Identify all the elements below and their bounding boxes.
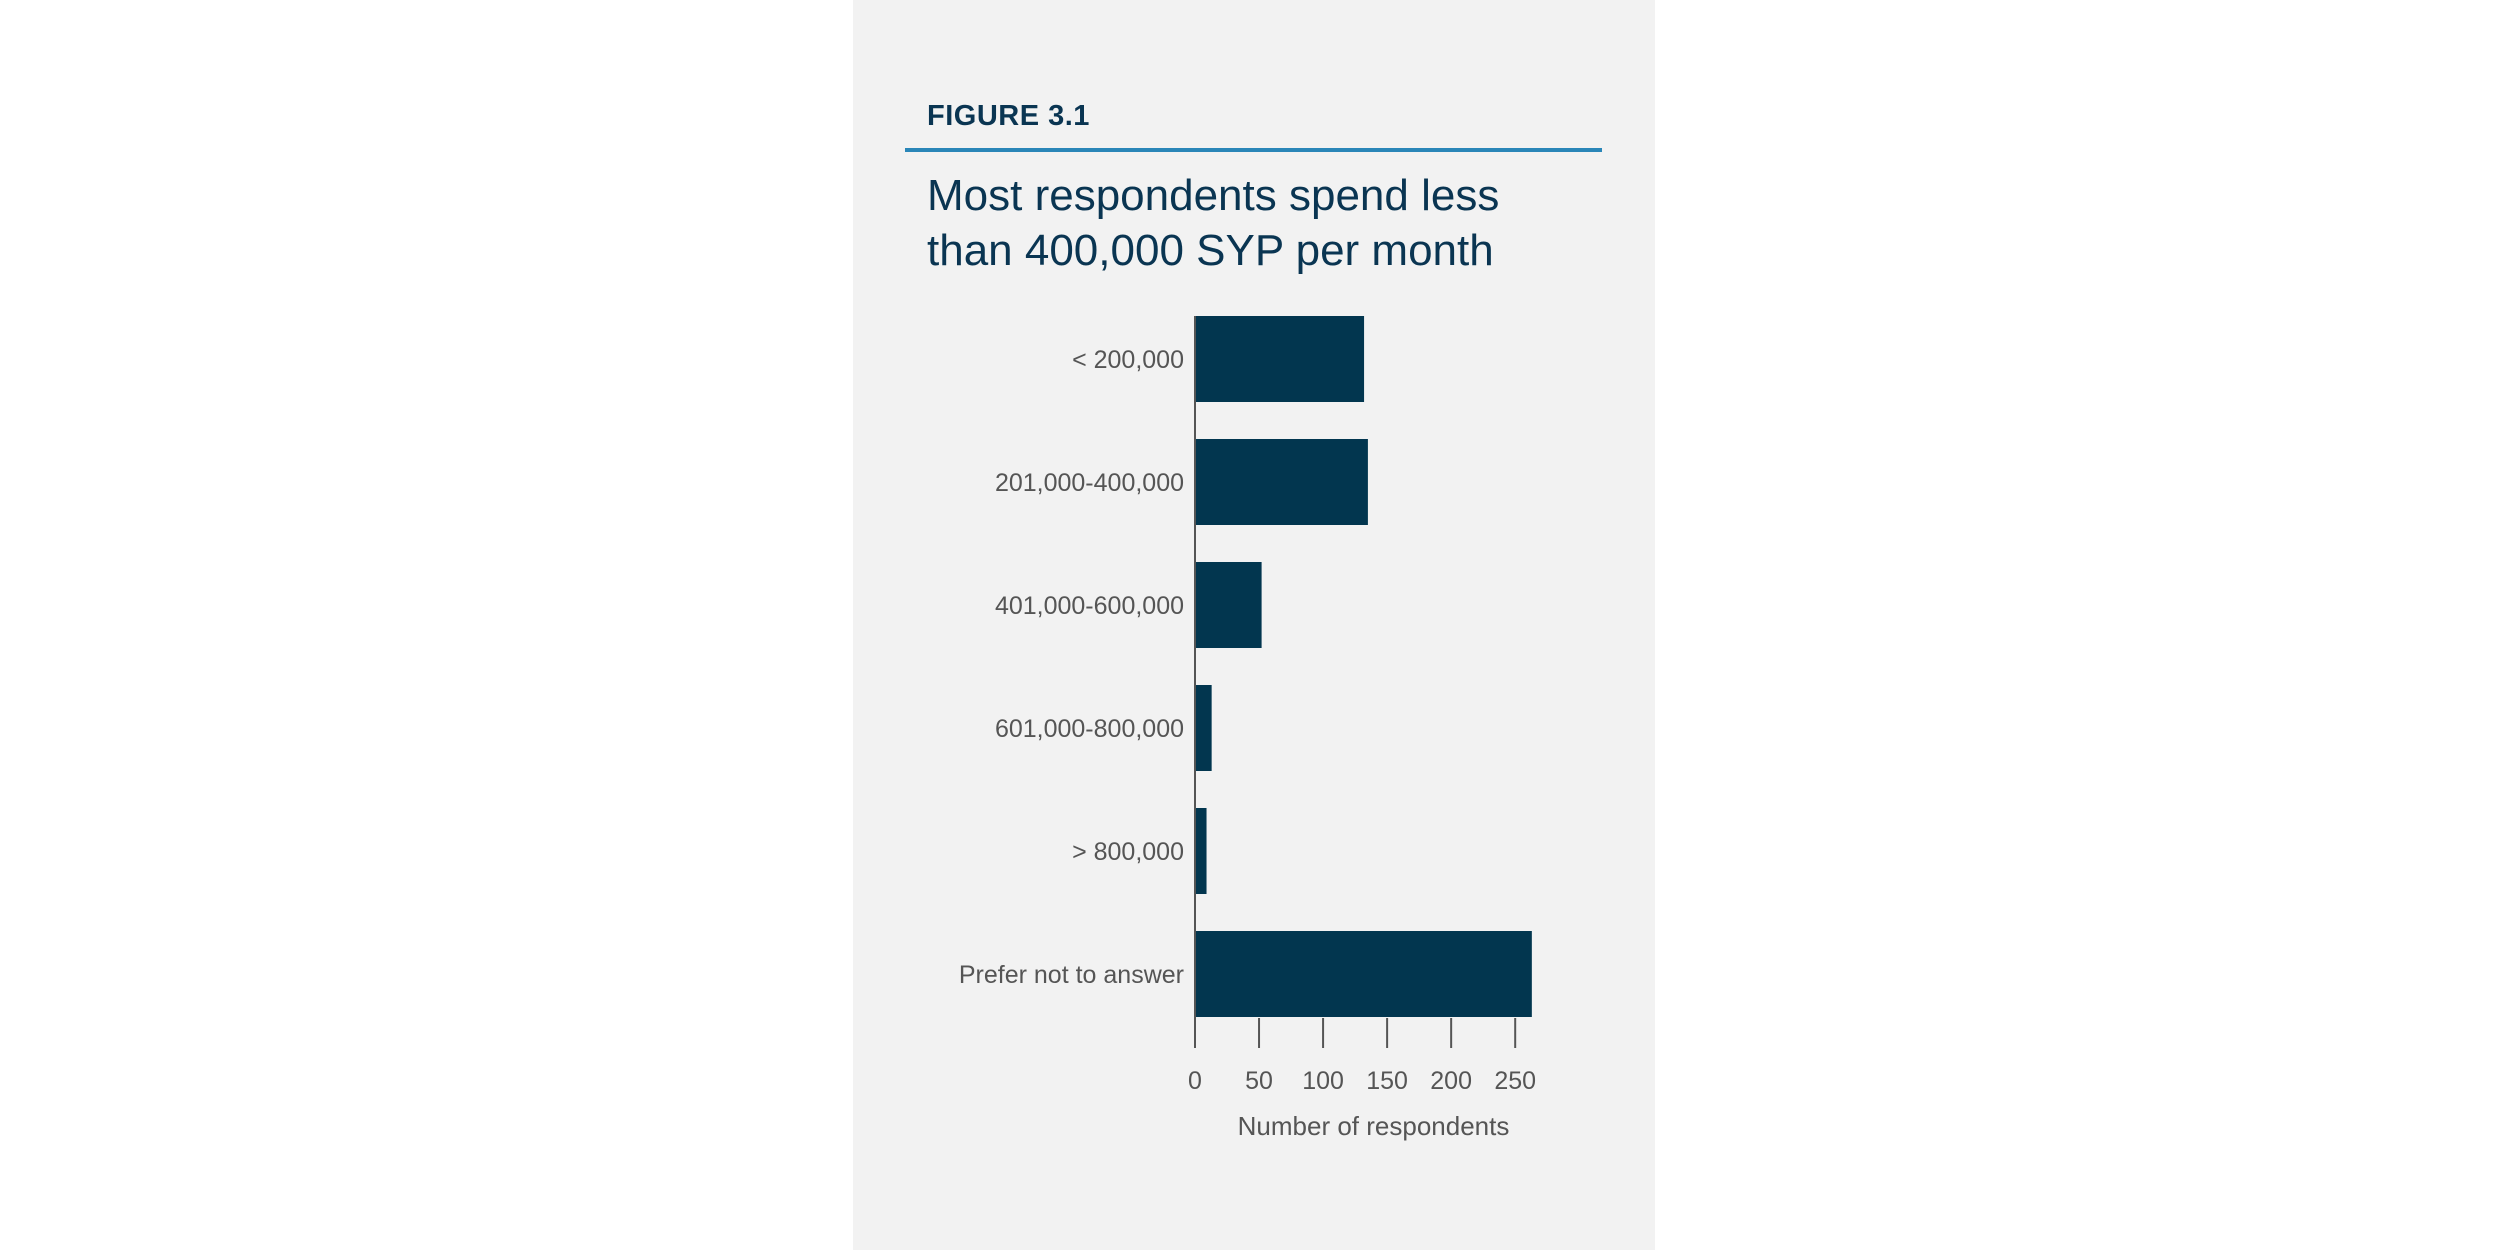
bar-2 — [1195, 562, 1262, 648]
x-tick-label-2: 100 — [1302, 1067, 1344, 1095]
x-tick-label-0: 0 — [1188, 1067, 1202, 1095]
bar-5 — [1195, 931, 1532, 1017]
x-tick-label-3: 150 — [1366, 1067, 1408, 1095]
category-label-5: Prefer not to answer — [959, 961, 1184, 989]
title-rule — [905, 148, 1602, 152]
bar-0 — [1195, 316, 1365, 402]
figure-label: FIGURE 3.1 — [927, 100, 1090, 132]
category-label-4: > 800,000 — [1072, 838, 1184, 866]
x-tick-label-5: 250 — [1494, 1067, 1536, 1095]
x-tick-label-4: 200 — [1430, 1067, 1472, 1095]
bar-1 — [1195, 439, 1368, 525]
bar-4 — [1195, 808, 1207, 894]
bar-3 — [1195, 685, 1212, 771]
chart-title: Most respondents spend less than 400,000… — [927, 171, 1500, 275]
x-axis-title: Number of respondents — [1238, 1111, 1510, 1141]
category-label-3: 601,000-800,000 — [995, 715, 1184, 743]
category-label-1: 201,000-400,000 — [995, 469, 1184, 497]
x-tick-label-1: 50 — [1245, 1067, 1273, 1095]
category-label-2: 401,000-600,000 — [995, 592, 1184, 620]
category-label-0: < 200,000 — [1072, 346, 1184, 374]
